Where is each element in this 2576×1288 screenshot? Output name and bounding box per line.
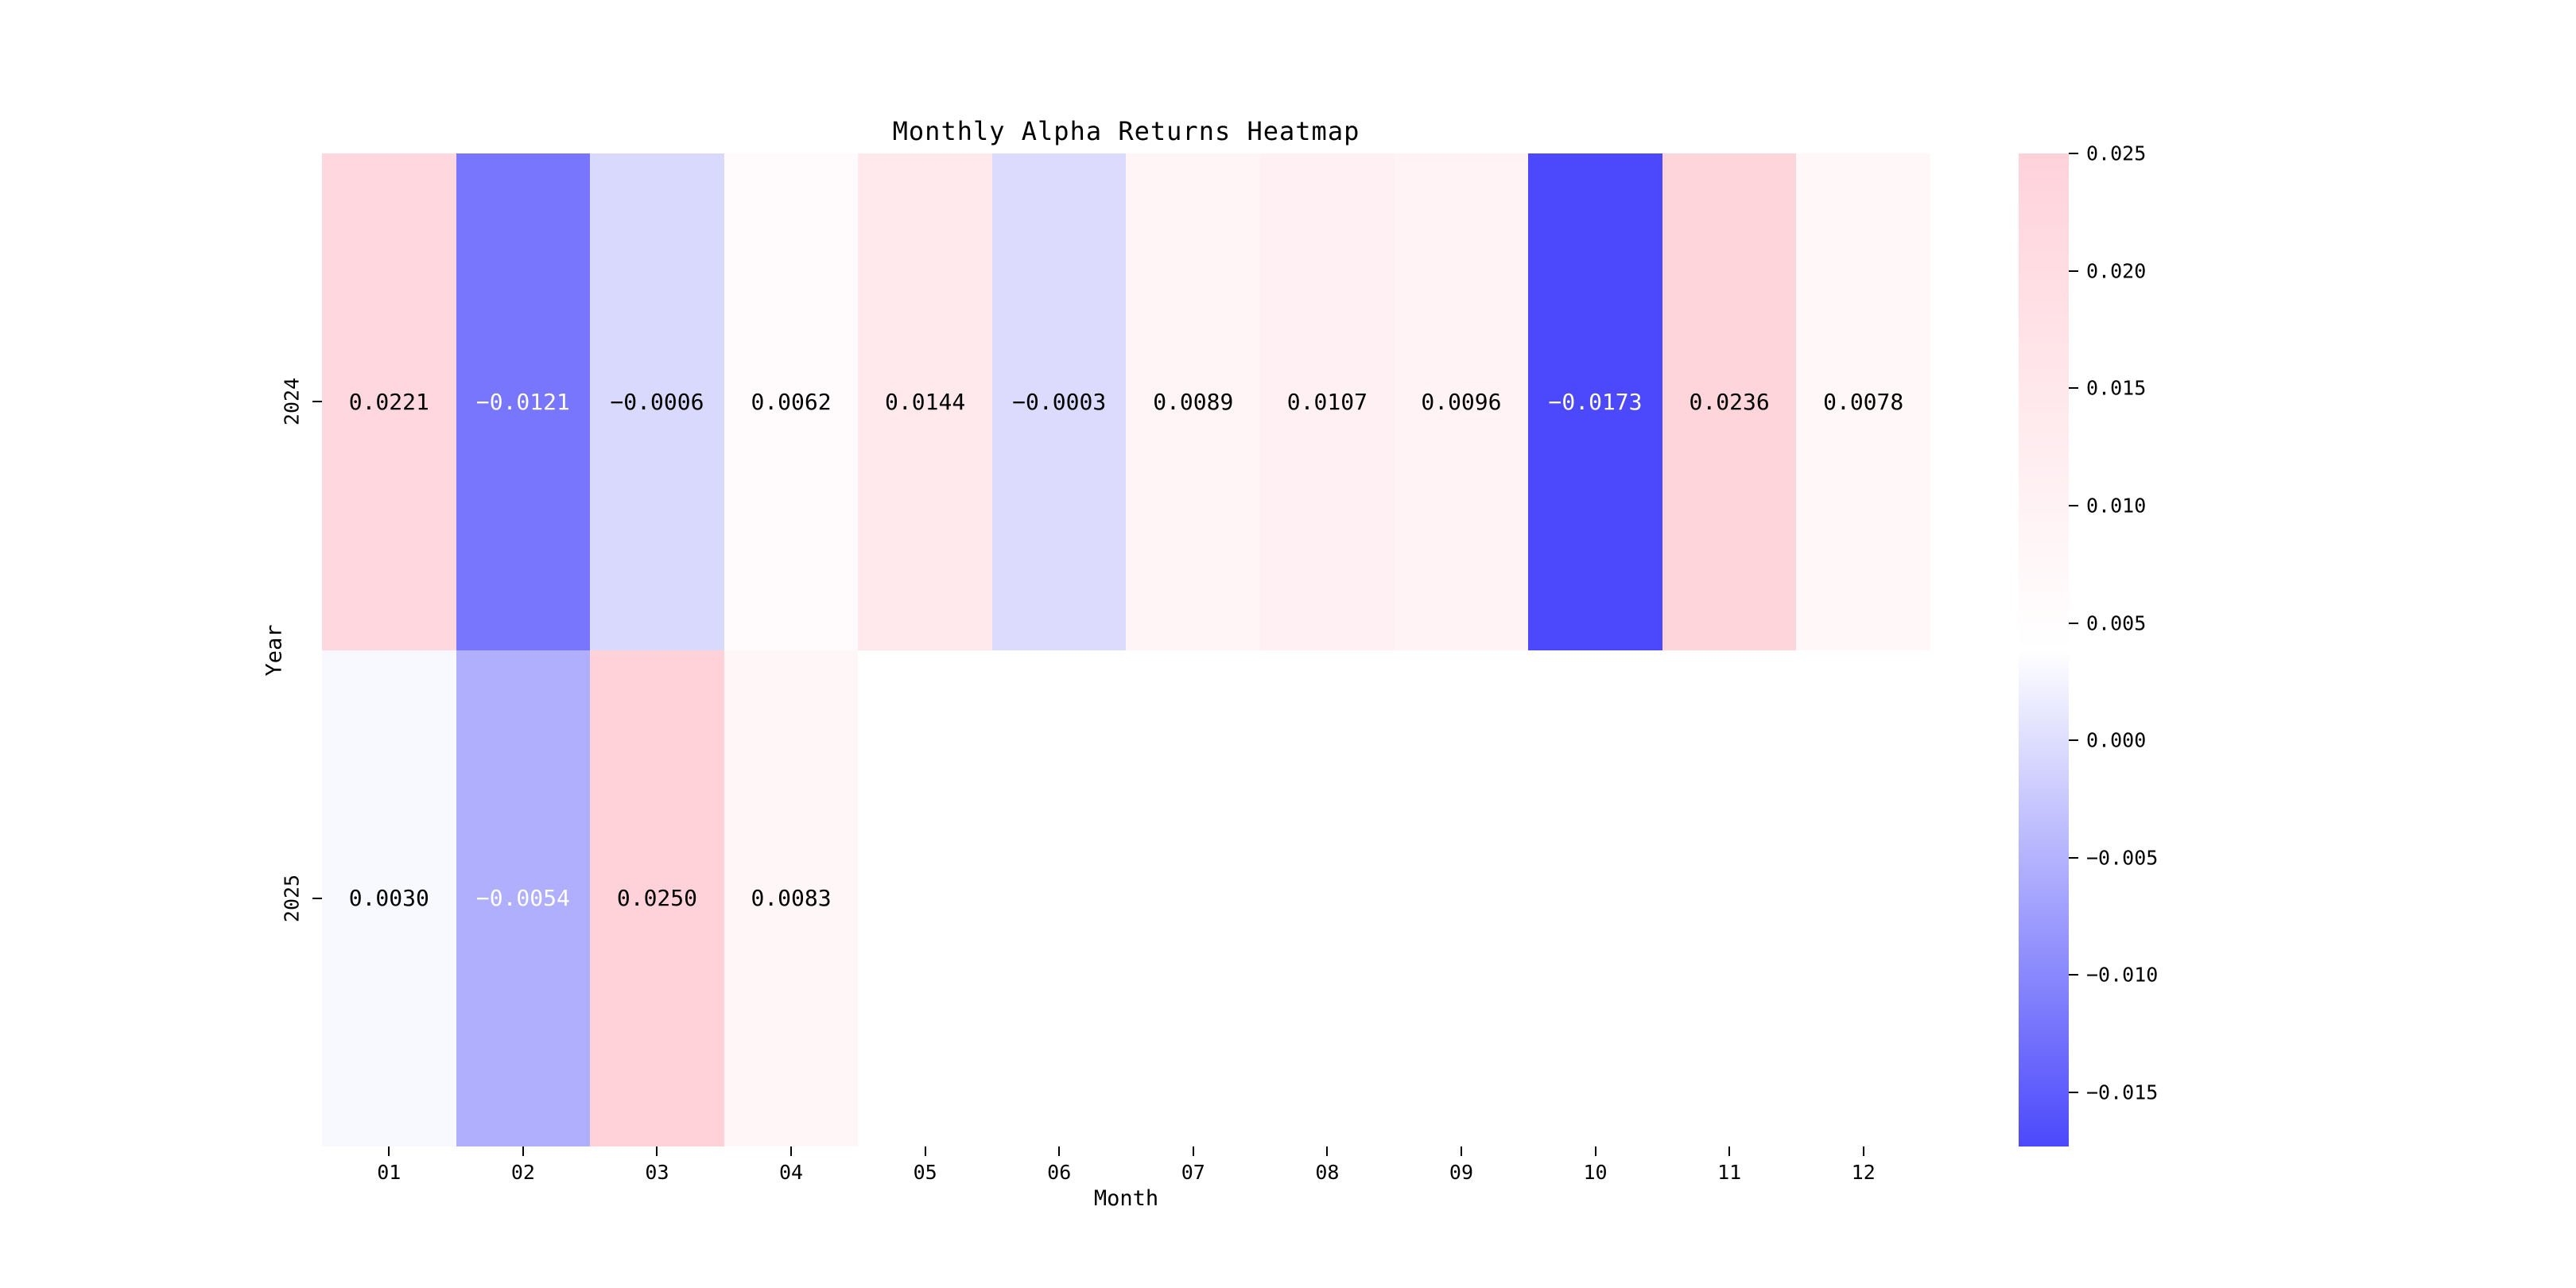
heatmap-cell: 0.0221 [322,153,456,650]
heatmap-cell [1662,650,1797,1146]
colorbar-tick [2069,1092,2078,1094]
x-tick-label: 09 [1449,1161,1474,1184]
y-tick [312,897,322,899]
x-tick [924,1146,926,1156]
x-tick [1460,1146,1462,1156]
heatmap-cell: 0.0078 [1796,153,1930,650]
y-tick [312,401,322,403]
heatmap-cell [1394,650,1529,1146]
colorbar-tick [2069,622,2078,624]
heatmap-cell [1260,650,1395,1146]
colorbar-tick [2069,270,2078,272]
x-tick-label: 03 [645,1161,669,1184]
heatmap-plot-area: 0.0221 −0.0121 −0.0006 0.0062 0.0144 −0.0003 0… [322,153,1930,1146]
colorbar-tick [2069,739,2078,742]
x-tick [388,1146,390,1156]
heatmap-cell: 0.0089 [1126,153,1261,650]
colorbar-tick-label: −0.015 [2086,1080,2159,1104]
x-axis-label: Month [1093,1186,1159,1211]
x-tick-label: 02 [510,1161,535,1184]
heatmap-cell: 0.0144 [858,153,992,650]
x-tick [656,1146,658,1156]
colorbar-tick [2069,974,2078,976]
heatmap-cell: 0.0083 [724,650,859,1146]
x-tick [1728,1146,1731,1156]
y-tick-label: 2025 [280,874,304,922]
heatmap-cell [858,650,992,1146]
x-tick [1862,1146,1864,1156]
x-tick-label: 12 [1851,1161,1876,1184]
x-tick [1594,1146,1596,1156]
heatmap-cell: 0.0107 [1260,153,1395,650]
heatmap-cell: −0.0003 [991,153,1127,650]
heatmap-cell [1796,650,1930,1146]
heatmap-cell: 0.0030 [322,650,456,1146]
x-tick [790,1146,793,1156]
heatmap-cell: −0.0054 [456,650,591,1146]
heatmap-cell: 0.0250 [590,650,724,1146]
heatmap-cell: −0.0006 [590,153,724,650]
x-tick-label: 10 [1583,1161,1608,1184]
x-tick [1326,1146,1329,1156]
x-tick-label: 05 [913,1161,937,1184]
x-tick-label: 04 [778,1161,804,1184]
heatmap-cell [1126,650,1261,1146]
colorbar-tick-label: 0.015 [2086,376,2147,400]
colorbar-tick-label: 0.010 [2086,494,2147,518]
colorbar-tick [2069,387,2078,390]
heatmap-cell: 0.0096 [1394,153,1529,650]
heatmap-cell: −0.0121 [456,153,591,650]
colorbar-tick-label: 0.025 [2086,142,2147,165]
colorbar-tick-label: 0.005 [2086,611,2147,635]
y-axis-label: Year [262,624,287,677]
colorbar-tick [2069,856,2078,859]
colorbar-tick-label: −0.005 [2086,846,2159,870]
heatmap-cell: −0.0173 [1528,153,1662,650]
x-tick [522,1146,524,1156]
x-tick-label: 11 [1717,1161,1742,1184]
heatmap-cell: 0.0062 [724,153,859,650]
heatmap-cell [991,650,1127,1146]
colorbar-tick [2069,153,2078,154]
colorbar [2019,153,2069,1146]
heatmap-cell: 0.0236 [1662,153,1797,650]
x-tick [1192,1146,1194,1156]
x-tick [1058,1146,1061,1156]
colorbar-tick [2069,504,2078,506]
y-tick-label: 2024 [280,378,304,426]
x-tick-label: 06 [1047,1161,1072,1184]
x-tick-label: 07 [1181,1161,1205,1184]
colorbar-tick-label: −0.010 [2086,963,2159,987]
x-tick-label: 01 [377,1161,402,1184]
colorbar-tick-label: 0.020 [2086,259,2147,283]
heatmap-cell [1528,650,1662,1146]
colorbar-tick-label: 0.000 [2086,728,2147,752]
chart-title: Monthly Alpha Returns Heatmap [892,116,1360,146]
x-tick-label: 08 [1315,1161,1340,1184]
